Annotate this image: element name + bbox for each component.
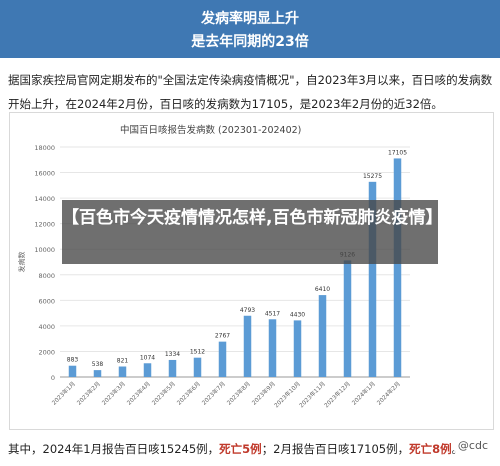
data-label: 17105 — [388, 149, 407, 156]
bar — [243, 315, 252, 377]
death-count-feb: 死亡8例 — [409, 442, 452, 456]
footer-part-2: ；2月报告百日咳17105例， — [261, 442, 410, 456]
x-tick-label: 2023年7月 — [200, 380, 227, 407]
bar — [118, 366, 127, 377]
y-tick-label: 18000 — [34, 144, 55, 152]
data-label: 883 — [67, 357, 79, 364]
x-tick-label: 2023年10月 — [272, 380, 302, 410]
y-tick-label: 10000 — [34, 246, 55, 254]
x-tick-label: 2023年11月 — [297, 380, 327, 410]
bar — [93, 370, 102, 377]
banner-subheadline: 是去年同期的23倍 — [191, 34, 309, 50]
x-tick-label: 2024年2月 — [375, 380, 402, 407]
x-tick-label: 2023年6月 — [175, 380, 202, 407]
bar — [68, 365, 77, 377]
data-label: 538 — [92, 361, 104, 368]
x-tick-label: 2023年2月 — [75, 380, 102, 407]
y-tick-label: 12000 — [34, 221, 55, 229]
data-label: 821 — [117, 358, 129, 365]
y-tick-label: 8000 — [38, 272, 55, 280]
y-axis-label: 发病数 — [17, 252, 26, 273]
data-label: 1334 — [165, 351, 180, 358]
x-tick-label: 2023年5月 — [150, 380, 177, 407]
overlay-title: 【百色市今天疫情情况怎样,百色市新冠肺炎疫情】 — [62, 208, 443, 228]
bar — [318, 295, 327, 377]
data-label: 6410 — [315, 286, 330, 293]
footer-text: 其中，2024年1月报告百日咳15245例，死亡5例；2月报告百日咳17105例… — [8, 441, 496, 457]
bar-chart: 中国百日咳报告发病数 (202301-202402) 0 2000 4000 6000 8… — [17, 124, 410, 410]
y-tick-label: 16000 — [34, 170, 55, 178]
data-label: 4517 — [265, 310, 280, 317]
x-tick-label: 2023年8月 — [225, 380, 252, 407]
x-tick-label: 2023年3月 — [100, 380, 127, 407]
data-label: 4430 — [290, 311, 305, 318]
overlay-banner: 【百色市今天疫情情况怎样,百色市新冠肺炎疫情】 — [62, 200, 443, 264]
x-tick-label: 2023年9月 — [250, 380, 277, 407]
y-tick-label: 4000 — [38, 323, 55, 331]
bar — [393, 158, 402, 377]
bar — [368, 181, 377, 377]
data-label: 2767 — [215, 333, 230, 340]
y-tick-label: 14000 — [34, 195, 55, 203]
bar — [268, 319, 277, 377]
chart-container: 中国百日咳报告发病数 (202301-202402) 0 2000 4000 6000 8… — [9, 112, 494, 430]
bar — [343, 260, 352, 377]
bar — [143, 363, 152, 377]
death-count-jan: 死亡5例 — [219, 442, 262, 456]
data-label: 4793 — [240, 307, 255, 314]
y-tick-label: 6000 — [38, 297, 55, 305]
bar — [218, 341, 227, 377]
y-tick-label: 2000 — [38, 348, 55, 356]
intro-paragraph: 据国家疾控局官网定期发布的"全国法定传染病疫情概况"，自2023年3月以来，百日… — [8, 73, 493, 111]
watermark: @cdc — [453, 437, 492, 454]
footer-part-1: 其中，2024年1月报告百日咳15245例， — [8, 442, 220, 456]
bar — [193, 357, 202, 377]
header-banner: 发病率明显上升 是去年同期的23倍 — [0, 0, 500, 58]
x-tick-label: 2023年4月 — [125, 380, 152, 407]
data-label: 1074 — [140, 354, 155, 361]
chart-title: 中国百日咳报告发病数 (202301-202402) — [120, 124, 301, 136]
bar — [293, 320, 302, 377]
banner-headline: 发病率明显上升 — [201, 11, 299, 27]
x-tick-label: 2023年1月 — [50, 380, 77, 407]
x-tick-label: 2023年12月 — [322, 380, 352, 410]
bar — [168, 359, 177, 377]
y-tick-label: 0 — [51, 374, 55, 382]
data-label: 1512 — [190, 349, 205, 356]
x-tick-label: 2024年1月 — [350, 380, 377, 407]
data-label: 15275 — [363, 173, 382, 180]
